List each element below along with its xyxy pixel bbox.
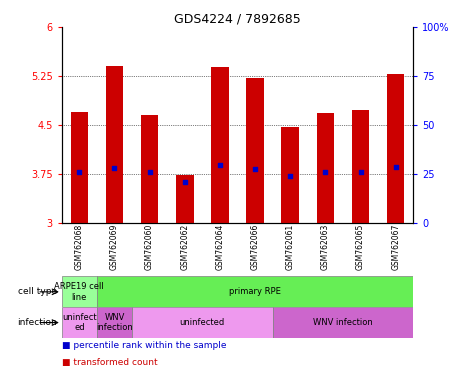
Point (181, 179, 189, 185)
Bar (316, 113, 334, 223)
Text: uninfected: uninfected (180, 318, 225, 327)
Text: WNV infection: WNV infection (313, 318, 373, 327)
Bar (132, 307, 273, 338)
Text: primary RPE: primary RPE (229, 287, 281, 296)
Bar (211, 67, 228, 223)
Text: ■ transformed count: ■ transformed count (62, 358, 157, 367)
Bar (105, 66, 124, 223)
Bar (176, 175, 194, 223)
Bar (141, 115, 158, 223)
Point (146, 169, 153, 175)
Bar (247, 78, 264, 223)
Bar (71, 112, 88, 223)
Point (251, 166, 259, 172)
Point (216, 162, 224, 168)
Title: GDS4224 / 7892685: GDS4224 / 7892685 (174, 13, 301, 26)
Text: uninfect
ed: uninfect ed (62, 313, 96, 332)
Bar (281, 127, 299, 223)
Bar (352, 111, 369, 223)
Point (322, 169, 329, 175)
Text: infection: infection (17, 318, 57, 327)
Text: ■ percentile rank within the sample: ■ percentile rank within the sample (62, 341, 226, 350)
Point (392, 164, 399, 170)
Bar (387, 74, 404, 223)
Point (76, 169, 83, 175)
Point (357, 169, 364, 175)
Bar (62, 276, 97, 307)
Text: cell type: cell type (18, 287, 57, 296)
Text: ARPE19 cell
line: ARPE19 cell line (55, 282, 104, 301)
Bar (97, 307, 132, 338)
Bar (273, 307, 413, 338)
Point (111, 165, 118, 171)
Point (286, 173, 294, 179)
Text: WNV
infection: WNV infection (96, 313, 133, 332)
Bar (62, 307, 97, 338)
